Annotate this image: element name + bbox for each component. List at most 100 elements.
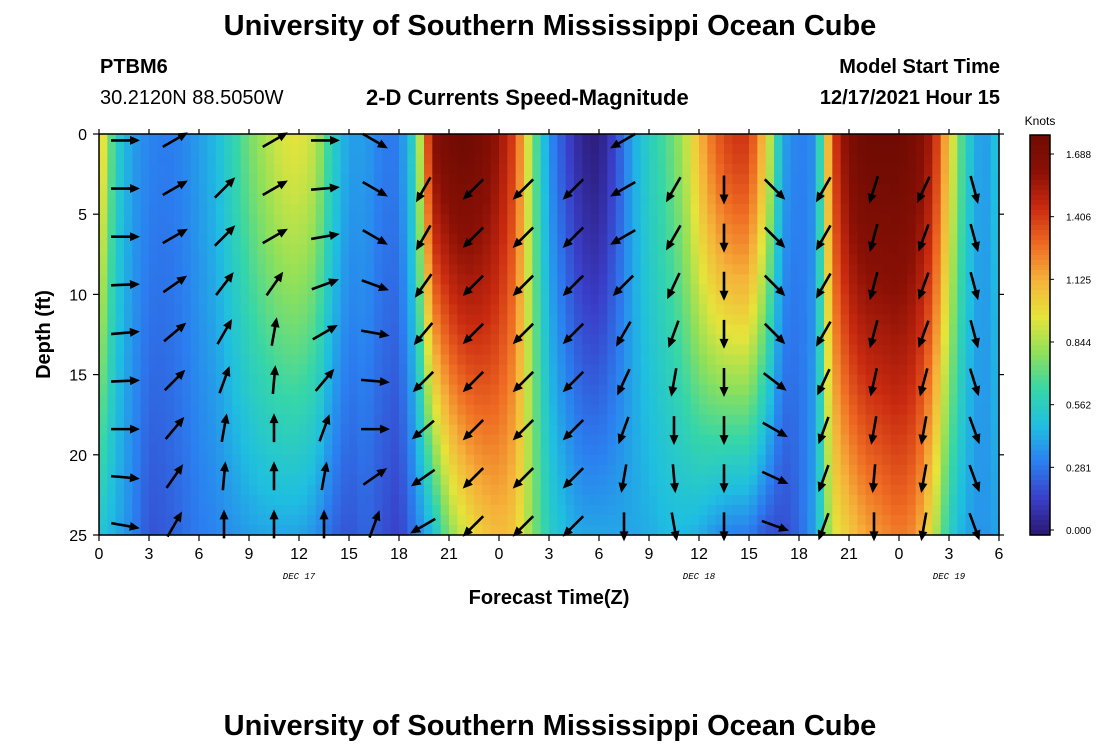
current-vector-arrow: [213, 177, 236, 199]
current-vector-arrow: [917, 320, 930, 348]
current-vector-arrow: [617, 416, 630, 445]
current-vector-arrow: [110, 280, 140, 289]
current-vector-arrow: [110, 327, 140, 337]
current-vector-arrow: [216, 319, 232, 345]
current-vector-arrow: [719, 175, 729, 205]
current-vector-arrow: [868, 223, 879, 253]
y-tick-label: 25: [69, 528, 87, 545]
current-vector-arrow: [362, 180, 388, 197]
x-tick-label: 21: [440, 546, 458, 563]
current-vector-arrow: [312, 324, 338, 341]
current-vector-arrow: [362, 468, 388, 486]
current-vector-arrow: [562, 322, 585, 345]
current-vector-arrow: [816, 320, 832, 347]
current-vector-arrow: [670, 512, 680, 542]
current-vector-arrow: [968, 416, 981, 445]
current-vector-arrow: [220, 413, 230, 443]
current-vector-arrow: [111, 424, 140, 434]
colorbar-tick-label: 0.000: [1066, 526, 1091, 537]
colorbar-tick-label: 0.281: [1066, 463, 1091, 474]
current-vector-arrow: [719, 464, 729, 494]
current-vector-arrow: [111, 135, 140, 145]
y-tick-label: 20: [69, 448, 87, 465]
current-vector-arrow: [311, 278, 339, 291]
current-vector-arrow: [619, 512, 629, 542]
current-vector-arrow: [361, 424, 390, 434]
colorbar-tick-label: 1.688: [1066, 150, 1091, 161]
current-vector-arrow: [868, 271, 879, 301]
model-start-value: 12/17/2021 Hour 15: [819, 87, 1000, 109]
current-vector-arrow: [610, 180, 636, 197]
current-vector-arrow: [918, 512, 928, 542]
current-vector-arrow: [719, 512, 729, 542]
current-vector-arrow: [110, 521, 140, 531]
current-vector-arrow: [868, 320, 879, 349]
x-axis: 0 3 6 9 12 15 18 21 0 3 6 9 12 15 18 21 0 3 6 DEC 17 DEC 18 D…: [95, 129, 1004, 609]
current-vector-arrow: [562, 274, 585, 297]
current-vector-arrow: [462, 226, 485, 248]
current-vector-arrow: [462, 370, 485, 393]
current-vector-arrow: [562, 419, 585, 441]
current-vector-arrow: [969, 271, 980, 301]
current-vector-arrow: [269, 413, 279, 443]
current-vector-arrow: [163, 369, 186, 392]
model-start-label: Model Start Time: [839, 56, 1000, 78]
current-vector-arrow: [360, 329, 390, 339]
colorbar-tick-label: 0.562: [1066, 401, 1091, 412]
current-vector-arrow: [219, 509, 229, 539]
current-vector-arrow: [761, 470, 789, 484]
current-vector-arrow: [816, 224, 832, 251]
current-vector-arrow: [270, 365, 279, 395]
current-vector-arrow: [666, 176, 682, 203]
current-vector-arrow: [410, 468, 436, 487]
current-vector-arrow: [416, 176, 432, 203]
current-vector-arrow: [163, 322, 187, 343]
current-vector-arrow: [868, 368, 879, 397]
current-vector-arrow: [270, 317, 280, 346]
current-vector-arrow: [512, 467, 535, 489]
station-id: PTBM6: [100, 56, 168, 78]
current-vector-arrow: [667, 272, 681, 300]
current-vector-arrow: [512, 226, 535, 248]
x-tick-label: 21: [840, 546, 858, 563]
current-vector-arrow: [462, 322, 485, 345]
current-vector-arrow: [670, 464, 679, 494]
current-vector-arrow: [616, 320, 632, 347]
current-vector-arrow: [512, 274, 535, 297]
current-vector-arrow: [410, 517, 436, 534]
colorbar-frame: [1029, 134, 1051, 536]
current-vector-arrow: [362, 229, 388, 245]
current-vector-arrow: [512, 419, 535, 441]
current-vector-arrow: [562, 226, 585, 248]
current-vector-arrow: [719, 271, 729, 301]
y-tick-label: 15: [69, 368, 87, 385]
current-vector-arrow: [111, 184, 140, 193]
current-vector-arrow: [318, 414, 331, 442]
current-vector-arrow: [220, 461, 229, 491]
current-vector-arrow: [612, 274, 635, 297]
current-vector-arrow: [166, 511, 182, 538]
current-vector-arrow: [164, 416, 185, 440]
current-vector-arrow: [816, 272, 832, 299]
current-vector-arrow: [817, 464, 830, 493]
x-tick-label: 18: [790, 546, 808, 563]
x-tick-label: 0: [495, 546, 504, 563]
current-vector-arrow: [411, 419, 435, 440]
current-vector-arrow: [562, 370, 585, 393]
x-tick-label: 3: [945, 546, 954, 563]
current-vector-arrow: [762, 421, 788, 438]
current-vector-arrow: [562, 178, 585, 200]
current-vector-arrow: [669, 416, 679, 446]
current-vector-arrow: [918, 368, 929, 397]
current-vector-arrow: [969, 175, 980, 204]
x-tick-label: 3: [545, 546, 554, 563]
x-tick-label: 18: [390, 546, 408, 563]
colorbar-tick-label: 0.844: [1066, 338, 1091, 349]
x-tick-label: 15: [740, 546, 758, 563]
page-title: University of Southern Mississippi Ocean…: [223, 10, 877, 42]
current-vector-arrow: [413, 322, 434, 346]
current-vector-arrow: [262, 180, 288, 197]
current-vector-arrow: [462, 419, 485, 441]
current-vector-arrow: [719, 223, 729, 253]
current-vector-arrow: [512, 322, 535, 345]
